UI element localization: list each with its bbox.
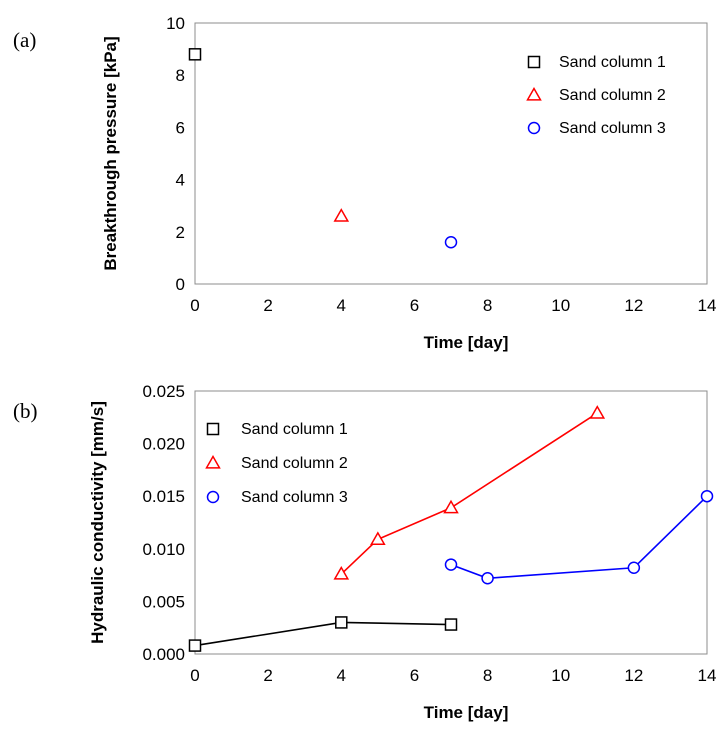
data-point-circle [444, 235, 458, 249]
legend-label: Sand column 2 [241, 455, 348, 472]
x-axis-title: Time [day] [424, 333, 509, 352]
y-tick-label: 8 [176, 66, 185, 85]
legend-entry: Sand column 1 [206, 421, 348, 438]
x-tick-label: 14 [698, 666, 717, 685]
panel-a: (a) 0 2 4 6 8 10 0 2 4 6 8 10 12 14 Time [day] Breakthro… [13, 14, 716, 352]
data-point-circle [444, 558, 458, 571]
panel-label: (b) [13, 399, 38, 423]
y-tick-label: 6 [176, 118, 185, 137]
legend-entry: Sand column 3 [527, 120, 666, 137]
y-tick-label: 0 [176, 275, 185, 294]
legend-label: Sand column 1 [241, 421, 348, 438]
x-tick-label: 2 [263, 296, 272, 315]
legend-marker-circle [206, 490, 220, 504]
data-point-square [188, 639, 202, 652]
panel-b: (b) 0.000 0.005 0.010 0.015 0.020 0.025 0 2 4 6 8 10… [13, 382, 716, 722]
y-tick-label: 0.005 [142, 592, 185, 611]
y-tick-label: 0.015 [142, 487, 185, 506]
y-axis-title: Breakthrough pressure [kPa] [101, 36, 120, 270]
y-tick-label: 0.025 [142, 382, 185, 401]
series-line [450, 495, 708, 580]
data-point-square [444, 618, 458, 631]
x-tick-label: 0 [190, 666, 199, 685]
y-tick-label: 0.010 [142, 540, 185, 559]
panel-label: (a) [13, 28, 36, 52]
x-tick-label: 4 [337, 296, 346, 315]
series-3 [444, 235, 458, 249]
plot-area [194, 22, 708, 285]
series-3 [444, 489, 714, 585]
legend-marker-square [527, 55, 541, 69]
x-tick-label: 6 [410, 296, 419, 315]
legend-marker-square [206, 422, 220, 436]
series-1 [188, 616, 458, 652]
data-point-triangle [589, 405, 606, 419]
x-tick-label: 14 [698, 296, 717, 315]
series-2 [333, 405, 606, 580]
data-point-triangle [443, 499, 459, 514]
x-tick-label: 10 [551, 666, 570, 685]
legend-entry: Sand column 2 [526, 86, 666, 104]
plot-area [194, 390, 708, 655]
x-tick-label: 6 [410, 666, 419, 685]
y-tick-label: 0.020 [142, 435, 185, 454]
legend-label: Sand column 1 [559, 54, 666, 71]
legend-label: Sand column 3 [241, 489, 348, 506]
data-point-triangle [333, 208, 350, 222]
data-point-circle [481, 572, 494, 585]
data-point-triangle [370, 531, 386, 545]
legend-label: Sand column 2 [559, 87, 666, 104]
y-tick-label: 0.000 [142, 645, 185, 664]
data-point-circle [700, 489, 714, 503]
series-line [340, 412, 598, 575]
y-tick-label: 2 [176, 223, 185, 242]
series-line [194, 621, 452, 647]
data-point-square [335, 616, 348, 629]
x-tick-label: 8 [483, 666, 492, 685]
legend-entry: Sand column 3 [206, 489, 348, 506]
x-tick-label: 4 [337, 666, 346, 685]
x-tick-label: 12 [624, 666, 643, 685]
legend-entry: Sand column 1 [527, 54, 666, 71]
legend: Sand column 1 Sand column 2 Sand column 3 [526, 54, 666, 137]
x-axis-title: Time [day] [424, 703, 509, 722]
legend-marker-triangle [526, 86, 542, 101]
x-tick-label: 0 [190, 296, 199, 315]
data-point-circle [627, 561, 641, 574]
series-1 [188, 48, 202, 61]
legend-marker-triangle [205, 454, 221, 469]
x-tick-label: 2 [263, 666, 272, 685]
y-tick-label: 10 [166, 14, 185, 33]
y-axis-title: Hydraulic conductivity [mm/s] [88, 401, 107, 644]
x-tick-label: 12 [624, 296, 643, 315]
data-point-triangle [333, 566, 350, 580]
legend: Sand column 1 Sand column 2 Sand column 3 [205, 421, 348, 506]
legend-label: Sand column 3 [559, 120, 666, 137]
legend-entry: Sand column 2 [205, 454, 348, 472]
x-tick-label: 10 [551, 296, 570, 315]
data-point-square [188, 48, 202, 61]
y-tick-label: 4 [176, 171, 185, 190]
legend-marker-circle [527, 121, 541, 135]
x-tick-label: 8 [483, 296, 492, 315]
series-2 [333, 208, 350, 222]
